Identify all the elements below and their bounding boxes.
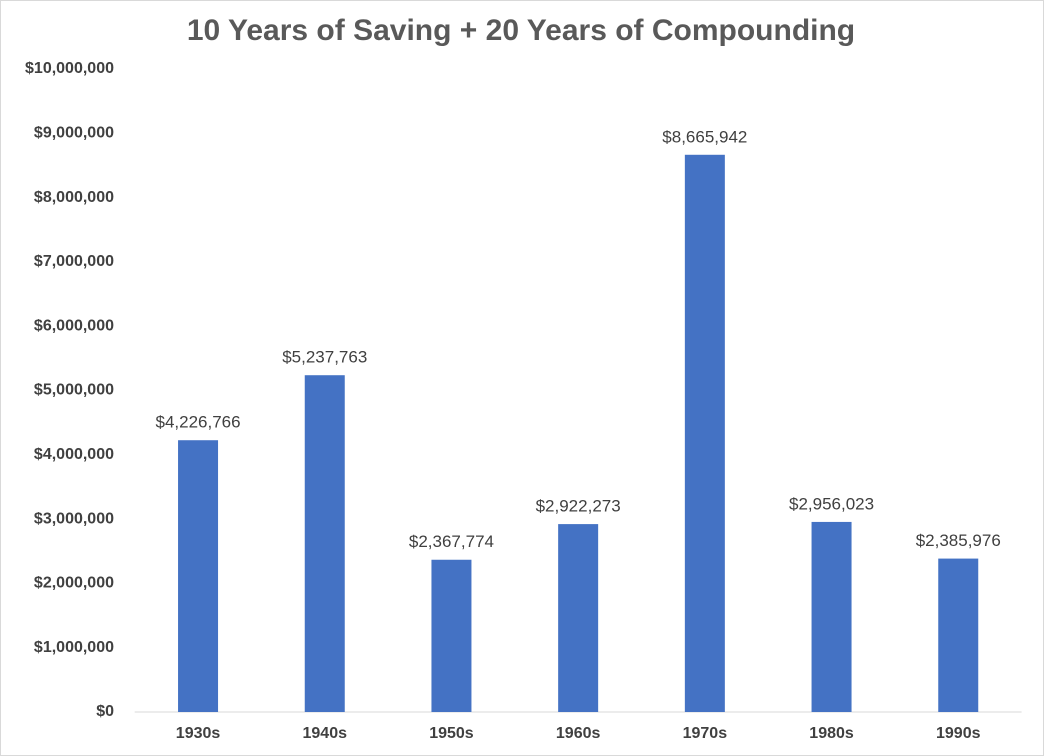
bar <box>431 559 472 712</box>
value-label: $2,956,023 <box>789 494 874 513</box>
value-label: $2,385,976 <box>916 531 1001 550</box>
value-label: $4,226,766 <box>156 413 241 432</box>
y-tick-label: $5,000,000 <box>34 382 114 399</box>
y-tick-label: $9,000,000 <box>34 125 114 142</box>
y-tick-label: $1,000,000 <box>34 639 114 656</box>
x-tick-label: 1980s <box>809 725 854 742</box>
value-label: $5,237,763 <box>282 348 367 367</box>
bar <box>684 154 725 713</box>
value-label: $2,367,774 <box>409 532 494 551</box>
value-label: $8,665,942 <box>662 127 747 146</box>
y-tick-label: $8,000,000 <box>34 189 114 206</box>
y-tick-label: $6,000,000 <box>34 317 114 334</box>
x-tick-label: 1960s <box>556 725 601 742</box>
x-tick-label: 1940s <box>303 725 348 742</box>
bar <box>938 558 979 712</box>
bar <box>304 375 345 712</box>
bar <box>178 440 219 712</box>
bar <box>811 521 852 712</box>
y-tick-label: $7,000,000 <box>34 253 114 270</box>
x-tick-label: 1930s <box>176 725 221 742</box>
y-tick-label: $4,000,000 <box>34 446 114 463</box>
x-tick-label: 1990s <box>936 725 981 742</box>
x-tick-label: 1970s <box>683 725 728 742</box>
y-tick-label: $0 <box>96 703 114 720</box>
y-tick-label: $10,000,000 <box>25 60 114 77</box>
x-tick-label: 1950s <box>429 725 474 742</box>
bar <box>558 524 599 712</box>
value-label: $2,922,273 <box>536 497 621 516</box>
y-tick-label: $2,000,000 <box>34 575 114 592</box>
chart-title: 10 Years of Saving + 20 Years of Compoun… <box>187 14 855 47</box>
y-tick-label: $3,000,000 <box>34 510 114 527</box>
